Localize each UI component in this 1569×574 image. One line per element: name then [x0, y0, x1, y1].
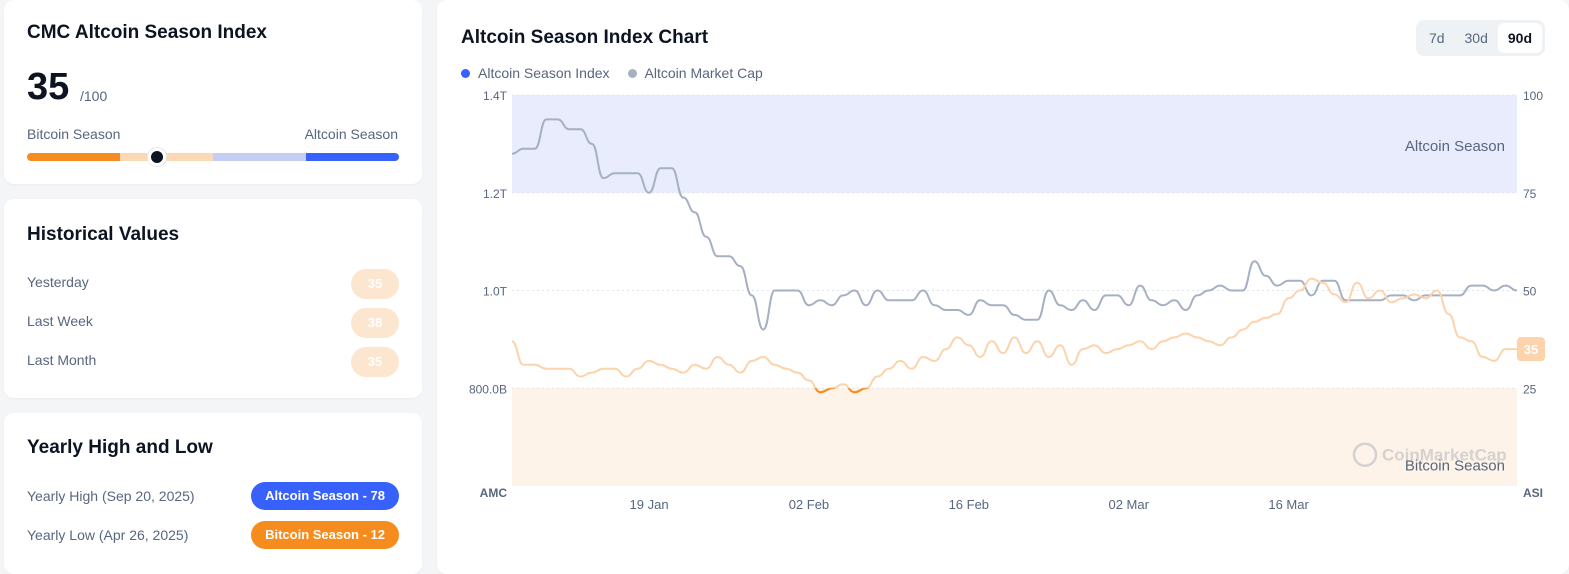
gauge-segment [27, 153, 120, 161]
historical-value-badge: 38 [351, 308, 399, 338]
right-axis-tick-label: 50 [1523, 285, 1537, 299]
index-value: 35 [27, 66, 70, 108]
historical-label: Last Month [27, 352, 97, 368]
historical-values-card: Historical Values Yesterday 35 Last Week… [4, 199, 422, 398]
altcoin-season-chart[interactable]: Altcoin Season Bitcoin SeasonCoinMarketCa… [437, 0, 1569, 574]
altcoin-season-index-card: CMC Altcoin Season Index 35 /100 Bitcoin… [4, 0, 422, 184]
yearly-high-row: Yearly High (Sep 20, 2025) Altcoin Seaso… [27, 482, 399, 510]
historical-value-badge: 35 [351, 269, 399, 299]
historical-value-badge: 35 [351, 347, 399, 377]
legend-dot [461, 68, 470, 78]
historical-label: Last Week [27, 313, 93, 329]
historical-row-last-week: Last Week 38 [27, 308, 399, 338]
gauge-indicator [148, 148, 167, 166]
yearly-low-badge: Bitcoin Season - 12 [251, 521, 399, 549]
historical-label: Yesterday [27, 274, 89, 290]
coinmarketcap-watermark: CoinMarketCap [1352, 442, 1507, 467]
gauge-segment [120, 153, 213, 161]
zone-altcoin-season [512, 95, 1517, 193]
legend-label: Altcoin Market Cap [644, 65, 763, 81]
range-tab-90d[interactable]: 90d [1497, 23, 1542, 53]
watermark-logo-icon [1352, 442, 1378, 467]
x-axis-tick-label: 02 Mar [1108, 497, 1149, 512]
range-tabs: 7d 30d 90d [1415, 20, 1545, 56]
x-axis-tick-label: 16 Feb [949, 497, 989, 512]
legend-item-altcoin-market-cap[interactable]: Altcoin Market Cap [627, 65, 763, 81]
zone-bitcoin-season [512, 388, 1517, 486]
x-axis-tick-label: 16 Mar [1268, 497, 1309, 512]
right-axis-tick-label: 100 [1523, 89, 1543, 103]
left-axis-tick-label: 1.2T [483, 187, 508, 201]
historical-row-yesterday: Yesterday 35 [27, 269, 399, 299]
right-axis-tick-label: 25 [1523, 382, 1537, 396]
range-tab-30d[interactable]: 30d [1464, 30, 1488, 46]
legend-dot [627, 68, 637, 78]
left-axis-tick-label: 1.0T [483, 285, 508, 299]
yearly-high-low-card: Yearly High and Low Yearly High (Sep 20,… [4, 413, 422, 574]
right-axis-title: ASI [1523, 486, 1543, 500]
season-gauge-bar [27, 153, 399, 161]
gauge-segment [306, 153, 399, 161]
current-value-badge [1517, 337, 1545, 362]
index-card-title: CMC Altcoin Season Index [27, 22, 267, 43]
yearly-title: Yearly High and Low [27, 437, 213, 458]
yearly-high-label: Yearly High (Sep 20, 2025) [27, 488, 195, 504]
left-axis-tick-label: 1.4T [483, 89, 508, 103]
left-axis-title: AMC [480, 486, 508, 500]
legend-label: Altcoin Season Index [478, 65, 610, 81]
bitcoin-season-label: Bitcoin Season [27, 126, 121, 142]
right-axis-tick-label: 75 [1523, 187, 1537, 201]
range-tab-7d[interactable]: 7d [1428, 30, 1445, 46]
chart-card: Altcoin Season Index Chart 7d 30d 90d Al… [437, 0, 1569, 574]
yearly-high-badge: Altcoin Season - 78 [251, 482, 399, 510]
series-line-altcoin-season-index [511, 277, 1517, 394]
yearly-low-label: Yearly Low (Apr 26, 2025) [27, 527, 189, 543]
historical-row-last-month: Last Month 35 [27, 347, 399, 377]
index-max: /100 [80, 88, 108, 104]
current-value-label: 35 [1524, 342, 1538, 357]
x-axis-tick-label: 02 Feb [789, 497, 829, 512]
chart-title: Altcoin Season Index Chart [461, 27, 709, 48]
chart-legend: Altcoin Season Index Altcoin Market Cap [461, 65, 763, 81]
historical-values-title: Historical Values [27, 224, 180, 245]
left-axis-tick-label: 800.0B [469, 382, 507, 396]
watermark-text: CoinMarketCap [1382, 446, 1507, 465]
zone-label-altcoin-season: Altcoin Season [1405, 138, 1505, 155]
altcoin-season-label: Altcoin Season [304, 126, 398, 142]
gauge-segment [213, 153, 306, 161]
legend-item-altcoin-season-index[interactable]: Altcoin Season Index [461, 65, 610, 81]
zone-label-bitcoin-season: Bitcoin Season [1405, 457, 1505, 474]
yearly-low-row: Yearly Low (Apr 26, 2025) Bitcoin Season… [27, 521, 399, 549]
x-axis-tick-label: 19 Jan [630, 497, 669, 512]
